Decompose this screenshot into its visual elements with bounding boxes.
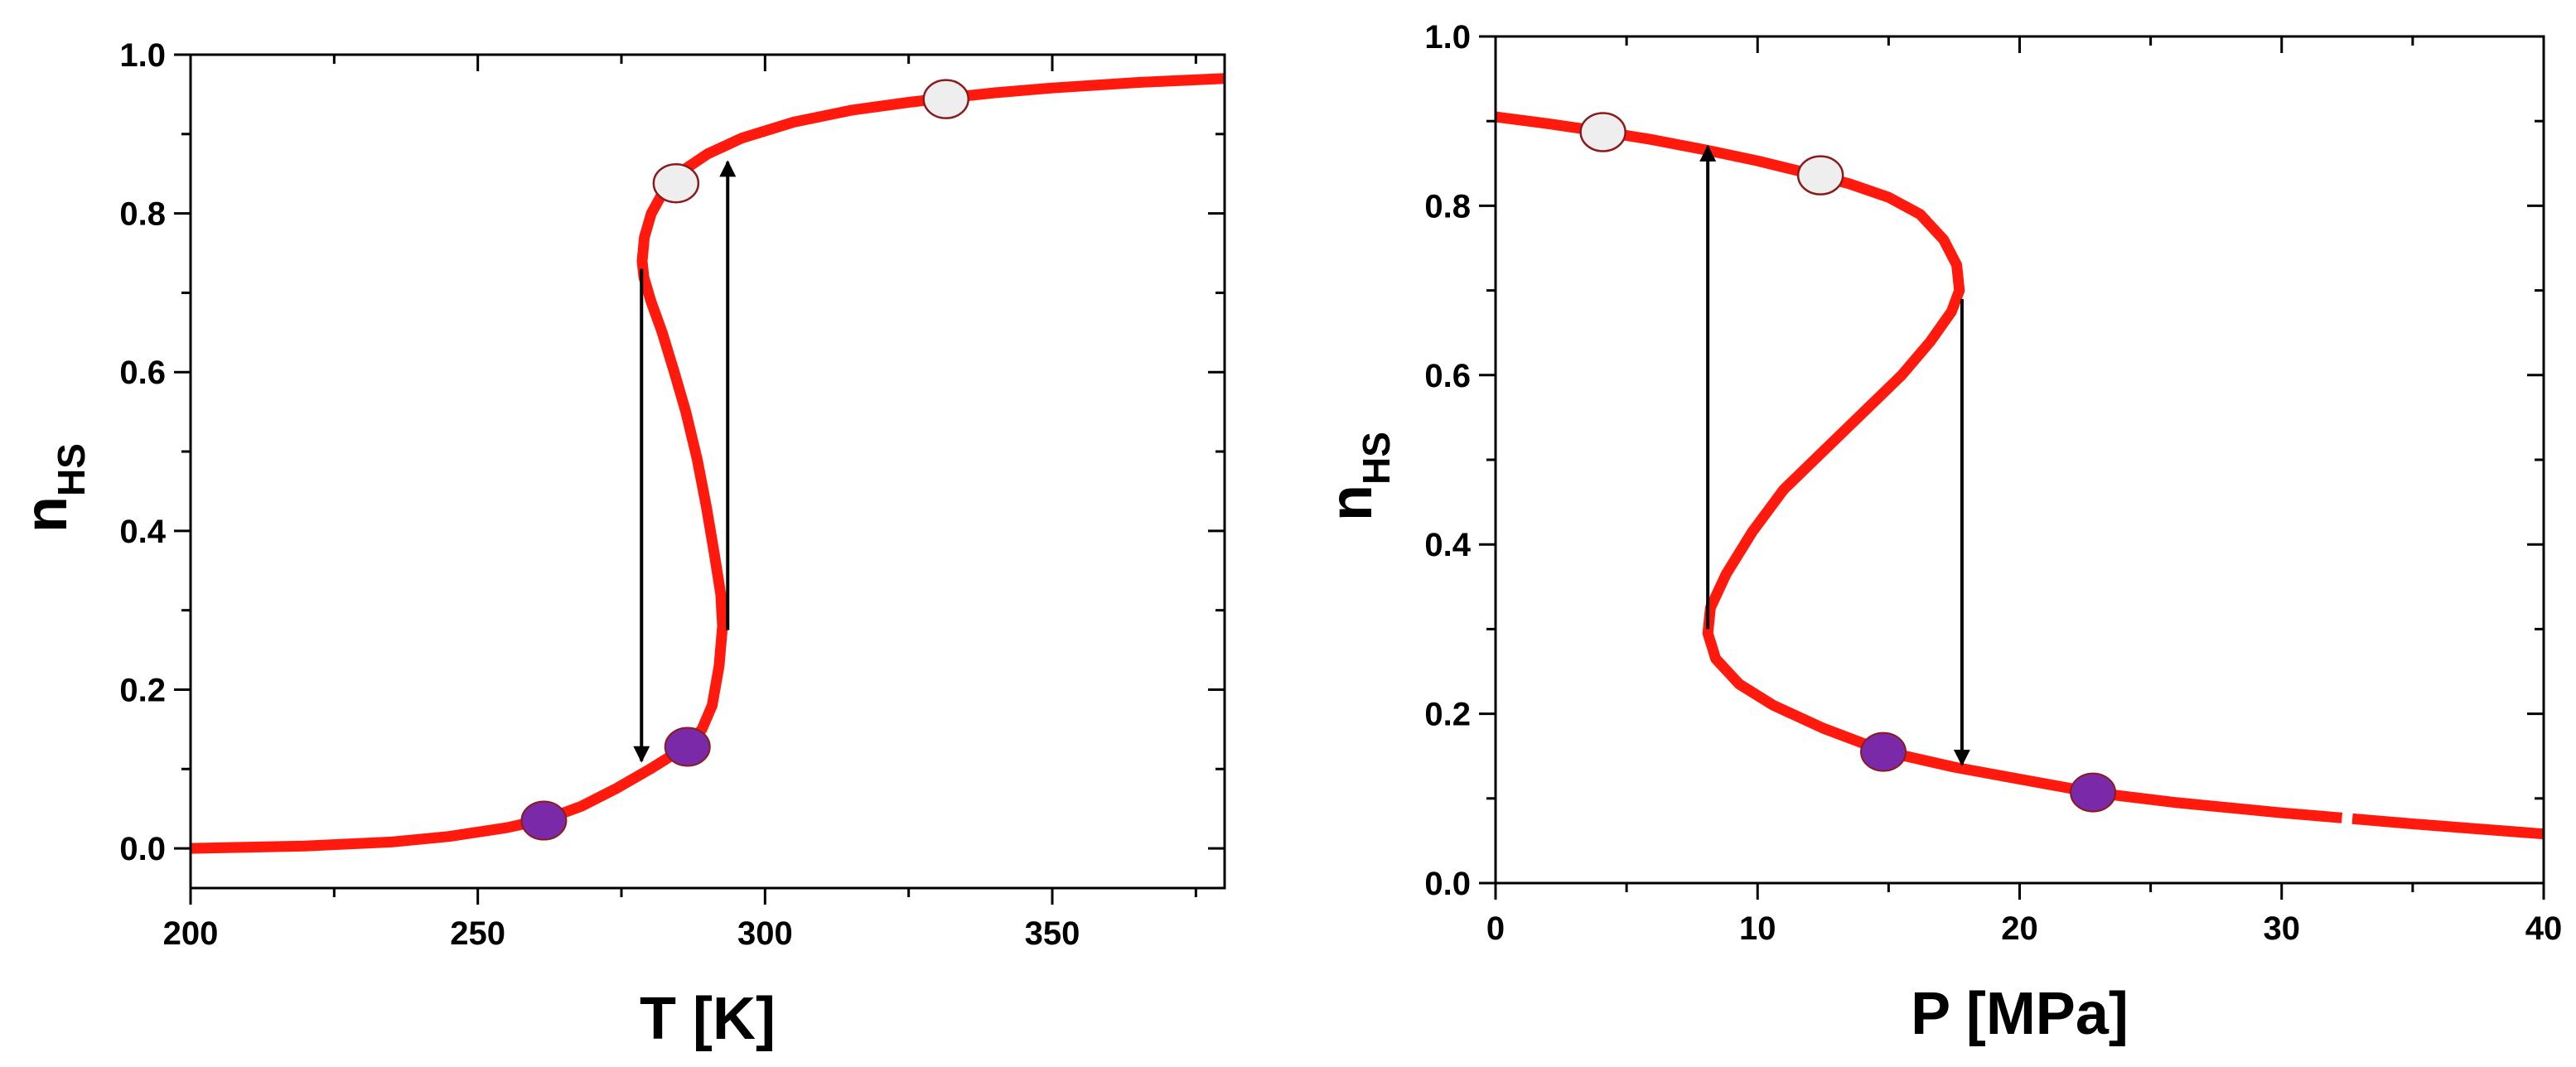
y-tick-label: 0.6 [1424,358,1471,394]
y-tick-label: 0.2 [1424,697,1471,733]
y-tick-label: 0.0 [1424,866,1471,902]
low-spin-marker [2070,772,2117,813]
y-axis-title: nHS [1318,432,1398,521]
high-spin-marker [1579,112,1626,152]
y-axis-title-subscript: HS [50,443,93,496]
x-axis-title: T [K] [640,986,776,1052]
high-spin-marker [652,162,700,204]
y-axis-title-main: n [13,496,80,533]
y-tick-label: 0.8 [1424,188,1471,225]
low-spin-marker [520,800,568,841]
x-tick-label: 20 [2001,910,2038,947]
x-tick-label: 30 [2264,910,2301,947]
plot-frame [1494,35,2545,885]
y-axis-title-main: n [1318,485,1385,521]
y-tick-label: 1.0 [119,37,166,74]
plot-frame [189,53,1226,890]
x-tick-label: 200 [163,915,219,952]
y-tick-label: 0.2 [119,672,166,708]
low-spin-marker [664,727,711,767]
y-tick-label: 0.0 [119,831,166,867]
y-axis-title: nHS [13,443,93,533]
y-tick-label: 0.8 [119,196,166,233]
high-spin-marker [922,79,969,119]
y-axis-title-subscript: HS [1355,432,1398,485]
y-tick-label: 0.6 [119,355,166,391]
series-line [190,73,1225,854]
low-spin-marker [1860,731,1907,772]
x-tick-label: 10 [1739,910,1776,947]
y-tick-label: 0.4 [119,514,166,550]
series-line [1495,111,2343,823]
series-line [2351,813,2545,840]
y-tick-label: 0.4 [1424,527,1471,563]
x-tick-label: 0 [1486,910,1505,947]
pressure-chart: 0 10 20 30 40 0.0 0.2 0.4 0.6 0.8 1.0 P [MPa] nHS [1318,19,2562,1047]
y-tick-label: 1.0 [1424,19,1471,56]
temperature-chart: 200 250 300 350 0.0 0.2 0.4 0.6 0.8 1.0 T [K] nHS [13,37,1226,1052]
x-tick-label: 350 [1025,915,1080,952]
x-axis-title: P [MPa] [1911,981,2129,1047]
high-spin-marker [1796,155,1844,196]
x-tick-label: 40 [2525,910,2563,947]
x-tick-label: 300 [737,915,793,952]
x-tick-label: 250 [450,915,505,952]
